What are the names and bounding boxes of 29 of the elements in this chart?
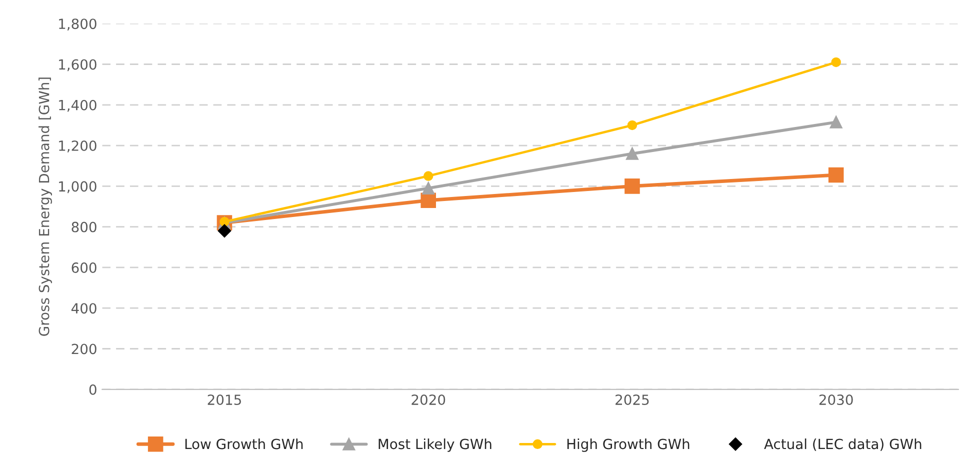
y-tick-label: 1,000 (59, 181, 96, 194)
point (218, 224, 232, 238)
point (624, 178, 640, 194)
legend-label: High Growth GWh (567, 438, 690, 452)
x-tick-label: 2025 (616, 394, 649, 406)
x-tick-label: 2020 (412, 394, 446, 406)
y-tick-label: 1,600 (59, 59, 96, 72)
legend-label: Actual (LEC data) GWh (764, 438, 922, 451)
y-axis-title: Gross System Energy Demand [GWh] (38, 78, 52, 336)
point (828, 167, 844, 183)
y-tick-label: 1,400 (59, 100, 96, 112)
point (627, 120, 638, 130)
point (422, 182, 435, 194)
point (830, 116, 842, 128)
y-tick-label: 0 (89, 384, 96, 395)
point (626, 147, 638, 160)
y-tick-label: 800 (72, 222, 96, 232)
point (420, 192, 436, 208)
y-tick-label: 1,200 (59, 140, 96, 152)
point (423, 171, 434, 181)
y-tick-label: 200 (72, 344, 96, 354)
point (831, 57, 841, 68)
y-tick-label: 400 (71, 303, 96, 314)
legend-label: Most Likely GWh (378, 438, 492, 452)
x-tick-label: 2030 (819, 394, 853, 406)
legend-label: Low Growth GWh (185, 438, 303, 450)
y-tick-label: 1,800 (59, 18, 96, 30)
x-tick-label: 2015 (208, 394, 241, 406)
y-tick-label: 600 (72, 262, 96, 273)
